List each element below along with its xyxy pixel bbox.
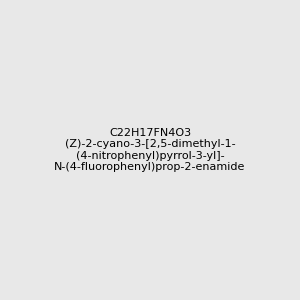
Text: C22H17FN4O3
(Z)-2-cyano-3-[2,5-dimethyl-1-
(4-nitrophenyl)pyrrol-3-yl]-
N-(4-flu: C22H17FN4O3 (Z)-2-cyano-3-[2,5-dimethyl-… bbox=[54, 128, 246, 172]
